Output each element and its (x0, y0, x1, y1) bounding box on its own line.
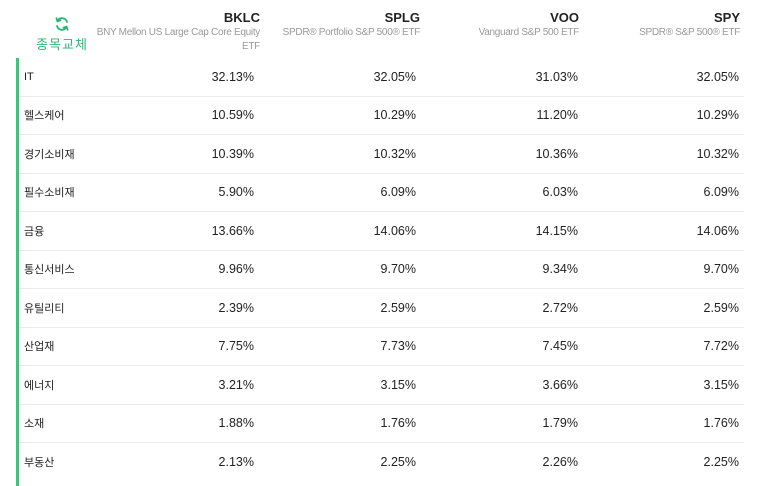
weight-bklc: 10.59% (211, 108, 254, 123)
table-row: 필수소비재 5.90% 6.09% 6.03% 6.09% (19, 174, 744, 212)
sector-name: 통신서비스 (24, 264, 75, 277)
weight-splg: 3.15% (380, 377, 416, 392)
weight-voo: 7.45% (542, 339, 578, 354)
sector-name: 소재 (24, 418, 45, 431)
fund-name-line1: BNY Mellon US Large Cap Core Equity (96, 27, 261, 38)
weight-splg: 9.70% (380, 262, 416, 277)
weight-voo: 14.15% (535, 223, 578, 238)
weight-bklc: 7.75% (218, 339, 254, 354)
sector-name: 경기소비재 (24, 148, 75, 161)
weight-bklc: 5.90% (218, 185, 254, 200)
selection-indicator (16, 58, 19, 486)
weight-voo: 6.03% (542, 185, 578, 200)
weight-spy: 2.25% (703, 455, 739, 470)
ticker-label: SPY (713, 10, 740, 25)
weight-spy: 32.05% (696, 69, 739, 84)
weight-spy: 10.32% (696, 146, 739, 161)
ticker-label: SPLG (384, 10, 420, 25)
table-row: 소재 1.88% 1.76% 1.79% 1.76% (19, 405, 744, 443)
swap-ticker-label: 종목교체 (36, 37, 88, 52)
weight-spy: 1.76% (703, 416, 739, 431)
sector-name: 유틸리티 (24, 302, 65, 315)
sector-name: 부동산 (24, 457, 55, 470)
weight-spy: 9.70% (703, 262, 739, 277)
weight-bklc: 3.21% (218, 377, 254, 392)
weight-splg: 7.73% (380, 339, 416, 354)
weight-bklc: 2.13% (218, 455, 254, 470)
sector-name: 금융 (24, 225, 45, 238)
table-row: 헬스케어 10.59% 10.29% 11.20% 10.29% (19, 97, 744, 135)
fund-name-line1: SPDR® S&P 500® ETF (639, 27, 740, 38)
column-header-voo[interactable]: VOO Vanguard S&P 500 ETF (478, 10, 580, 39)
weight-splg: 14.06% (373, 223, 416, 238)
weight-voo: 1.79% (542, 416, 578, 431)
sector-name: 에너지 (24, 379, 55, 392)
weight-splg: 6.09% (380, 185, 416, 200)
weight-voo: 2.72% (542, 300, 578, 315)
ticker-label: BKLC (223, 10, 260, 25)
table-row: 통신서비스 9.96% 9.70% 9.34% 9.70% (19, 251, 744, 289)
weight-bklc: 10.39% (211, 146, 254, 161)
weight-voo: 9.34% (542, 262, 578, 277)
weight-spy: 14.06% (696, 223, 739, 238)
weight-voo: 3.66% (542, 377, 578, 392)
fund-name-line2: ETF (242, 41, 260, 52)
refresh-icon (55, 17, 69, 31)
weight-spy: 7.72% (703, 339, 739, 354)
swap-ticker-button[interactable]: 종목교체 (30, 16, 94, 53)
weight-splg: 2.25% (380, 455, 416, 470)
weight-bklc: 9.96% (218, 262, 254, 277)
table-row: 부동산 2.13% 2.25% 2.26% 2.25% (19, 443, 744, 482)
sector-name: 필수소비재 (24, 187, 75, 200)
weight-splg: 10.32% (373, 146, 416, 161)
weight-splg: 32.05% (373, 69, 416, 84)
sector-weights-table: IT 32.13% 32.05% 31.03% 32.05% 헬스케어 10.5… (19, 58, 744, 482)
table-row: 산업재 7.75% 7.73% 7.45% 7.72% (19, 328, 744, 366)
table-row: 에너지 3.21% 3.15% 3.66% 3.15% (19, 366, 744, 405)
weight-voo: 10.36% (535, 146, 578, 161)
sector-name: 헬스케어 (24, 110, 65, 123)
weight-splg: 10.29% (373, 108, 416, 123)
column-header-bklc[interactable]: BKLC BNY Mellon US Large Cap Core Equity… (96, 10, 261, 53)
weight-bklc: 32.13% (211, 69, 254, 84)
weight-voo: 31.03% (535, 69, 578, 84)
weight-spy: 2.59% (703, 300, 739, 315)
weight-spy: 3.15% (703, 377, 739, 392)
weight-spy: 6.09% (703, 185, 739, 200)
table-row: 경기소비재 10.39% 10.32% 10.36% 10.32% (19, 135, 744, 174)
weight-splg: 2.59% (380, 300, 416, 315)
sector-name: 산업재 (24, 341, 55, 354)
weight-voo: 11.20% (536, 108, 578, 123)
column-header-splg[interactable]: SPLG SPDR® Portfolio S&P 500® ETF (282, 10, 421, 39)
fund-name-line1: SPDR® Portfolio S&P 500® ETF (282, 27, 421, 38)
table-row: 유틸리티 2.39% 2.59% 2.72% 2.59% (19, 289, 744, 328)
comparison-header: 종목교체 BKLC BNY Mellon US Large Cap Core E… (0, 0, 780, 58)
fund-name-line1: Vanguard S&P 500 ETF (478, 27, 580, 38)
weight-splg: 1.76% (380, 416, 416, 431)
weight-spy: 10.29% (696, 108, 739, 123)
sector-name: IT (24, 70, 34, 83)
table-row: IT 32.13% 32.05% 31.03% 32.05% (19, 58, 744, 97)
weight-voo: 2.26% (542, 455, 578, 470)
weight-bklc: 2.39% (218, 300, 254, 315)
weight-bklc: 13.66% (211, 223, 254, 238)
weight-bklc: 1.88% (218, 416, 254, 431)
ticker-label: VOO (550, 10, 579, 25)
table-row: 금융 13.66% 14.06% 14.15% 14.06% (19, 212, 744, 251)
column-header-spy[interactable]: SPY SPDR® S&P 500® ETF (639, 10, 740, 39)
